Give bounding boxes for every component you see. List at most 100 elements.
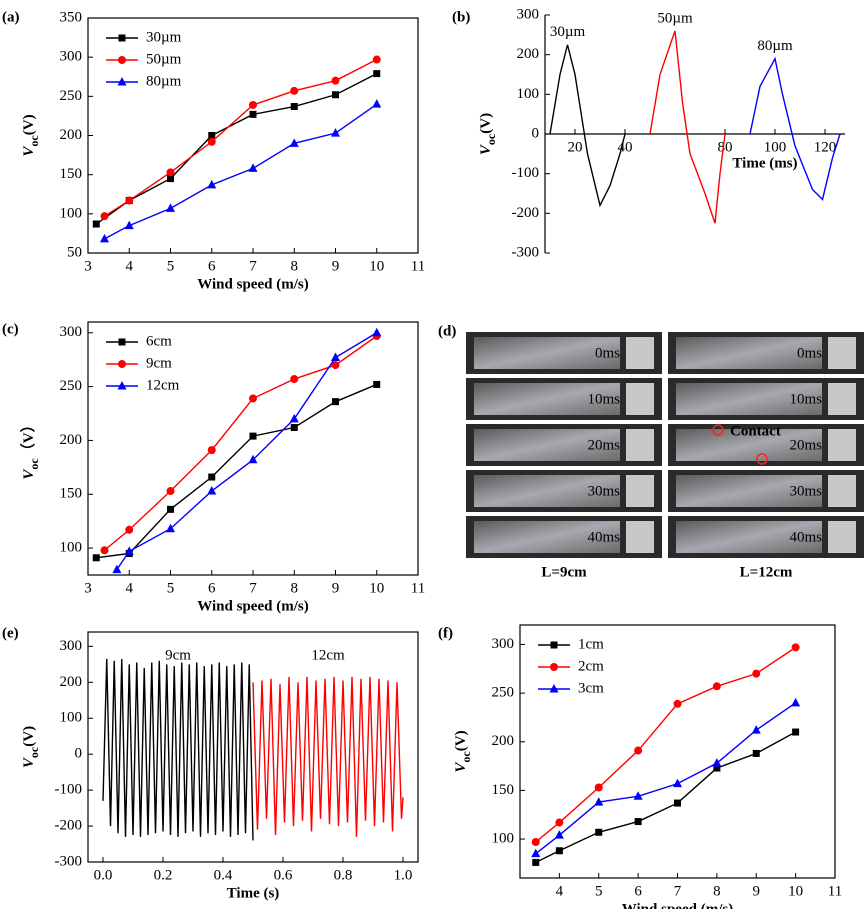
legend-label: 12cm [146, 377, 180, 393]
marker [531, 848, 541, 858]
x-tick-label: 1.0 [394, 867, 413, 883]
legend-label: 30µm [146, 29, 182, 45]
series-label: 30µm [550, 24, 586, 40]
x-tick-label: 0.0 [94, 867, 113, 883]
marker [372, 55, 381, 64]
time-label: 30ms [789, 483, 822, 499]
y-tick-label: 0 [532, 125, 540, 141]
panel-label: (a) [2, 9, 20, 25]
marker [289, 413, 299, 423]
contact-label: Contact [730, 423, 781, 439]
marker [167, 505, 174, 513]
y-tick-label: 100 [60, 205, 83, 221]
photo-end [626, 337, 654, 369]
marker [167, 175, 174, 183]
marker [332, 398, 339, 406]
x-axis-label: Time (s) [227, 885, 280, 901]
legend-marker [549, 684, 559, 693]
y-label-unit: (V) [478, 113, 494, 134]
marker [751, 725, 761, 734]
time-label: 0ms [797, 345, 822, 361]
y-tick-label: 200 [492, 733, 515, 749]
y-tick-label: -300 [512, 244, 540, 260]
marker [124, 220, 134, 230]
y-tick-label: -100 [512, 165, 540, 181]
x-tick-label: 8 [291, 258, 299, 274]
y-tick-label: 250 [60, 378, 83, 394]
legend-label: 9cm [146, 355, 172, 371]
marker [248, 163, 258, 172]
marker [166, 168, 175, 177]
y-tick-label: 300 [517, 6, 540, 22]
marker [674, 799, 681, 807]
x-axis-label: Time (ms) [732, 155, 797, 171]
legend-marker [550, 641, 558, 649]
y-label-unit: （V） [19, 417, 37, 458]
y-axis-label: Voc(V) [453, 730, 472, 772]
y-tick-label: -200 [512, 205, 540, 221]
x-tick-label: 6 [208, 258, 216, 274]
series-line [649, 30, 726, 224]
marker [673, 778, 682, 788]
y-tick-label: 100 [492, 831, 515, 847]
marker [290, 424, 298, 432]
marker [207, 446, 216, 455]
series-line [252, 676, 404, 837]
y-tick-label: 150 [60, 166, 83, 182]
marker [595, 828, 603, 836]
time-label: 20ms [587, 437, 620, 453]
marker [166, 487, 175, 496]
y-tick-label: 300 [60, 324, 83, 340]
y-label-subscript: oc [484, 133, 498, 145]
x-tick-label: 8 [713, 883, 721, 899]
y-axis-label: Voc（V） [19, 417, 40, 479]
y-tick-label: 350 [60, 9, 83, 25]
time-label: 30ms [587, 483, 620, 499]
x-tick-label: 11 [411, 580, 425, 596]
marker [290, 375, 299, 384]
y-label-symbol: V [478, 143, 494, 155]
x-tick-label: 3 [84, 580, 92, 596]
y-tick-label: -300 [55, 853, 83, 869]
x-tick-label: 5 [167, 258, 175, 274]
legend-label: 6cm [146, 333, 172, 349]
marker [673, 699, 682, 708]
x-tick-label: 7 [674, 883, 682, 899]
x-axis-label: Wind speed (m/s) [197, 598, 308, 614]
marker [166, 523, 175, 533]
x-tick-label: 3 [84, 258, 92, 274]
marker [100, 233, 109, 243]
y-tick-label: 100 [60, 540, 83, 556]
photo [676, 383, 822, 415]
y-tick-label: 200 [60, 127, 83, 143]
photo [676, 521, 822, 553]
marker [792, 728, 800, 736]
photo-end [828, 429, 856, 461]
x-tick-label: 10 [369, 580, 384, 596]
panel-label: (d) [438, 323, 456, 339]
time-label: 40ms [587, 529, 620, 545]
y-label-symbol: V [453, 761, 469, 773]
legend-label: 80µm [146, 73, 182, 89]
y-label-unit: (V) [21, 726, 37, 747]
x-tick-label: 9 [332, 258, 340, 274]
marker [100, 212, 109, 221]
photo-end [626, 475, 654, 507]
marker [532, 858, 540, 866]
y-label-subscript: oc [27, 458, 41, 470]
legend-label: 1cm [578, 636, 604, 652]
time-label: 20ms [789, 437, 822, 453]
marker [555, 818, 564, 827]
x-tick-label: 4 [126, 258, 134, 274]
series-line [549, 44, 626, 208]
marker [752, 749, 760, 757]
legend-label: 3cm [578, 680, 604, 696]
photo [474, 521, 620, 553]
series-line [535, 702, 797, 855]
y-axis-label: Voc(V) [478, 113, 497, 155]
marker [791, 697, 801, 707]
y-label-subscript: oc [27, 135, 41, 147]
y-tick-label: 200 [60, 674, 83, 690]
marker [331, 128, 340, 137]
photo [676, 475, 822, 507]
